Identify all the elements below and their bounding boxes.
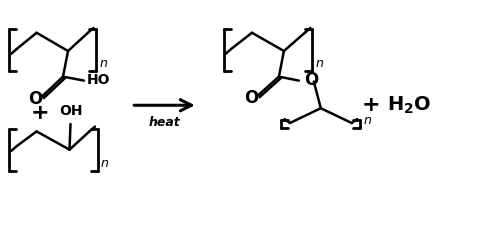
- Text: O: O: [244, 89, 258, 107]
- Text: $n$: $n$: [362, 114, 372, 127]
- Text: +: +: [30, 103, 49, 123]
- Text: OH: OH: [59, 104, 82, 118]
- Text: $n$: $n$: [99, 57, 108, 70]
- Text: $n$: $n$: [100, 157, 110, 170]
- Text: O: O: [304, 71, 318, 89]
- Text: heat: heat: [148, 116, 180, 129]
- Text: HO: HO: [86, 73, 110, 87]
- Text: +: +: [362, 95, 380, 115]
- Text: $n$: $n$: [315, 57, 324, 70]
- Text: $\mathbf{H_2O}$: $\mathbf{H_2O}$: [387, 94, 432, 116]
- Text: O: O: [28, 90, 42, 108]
